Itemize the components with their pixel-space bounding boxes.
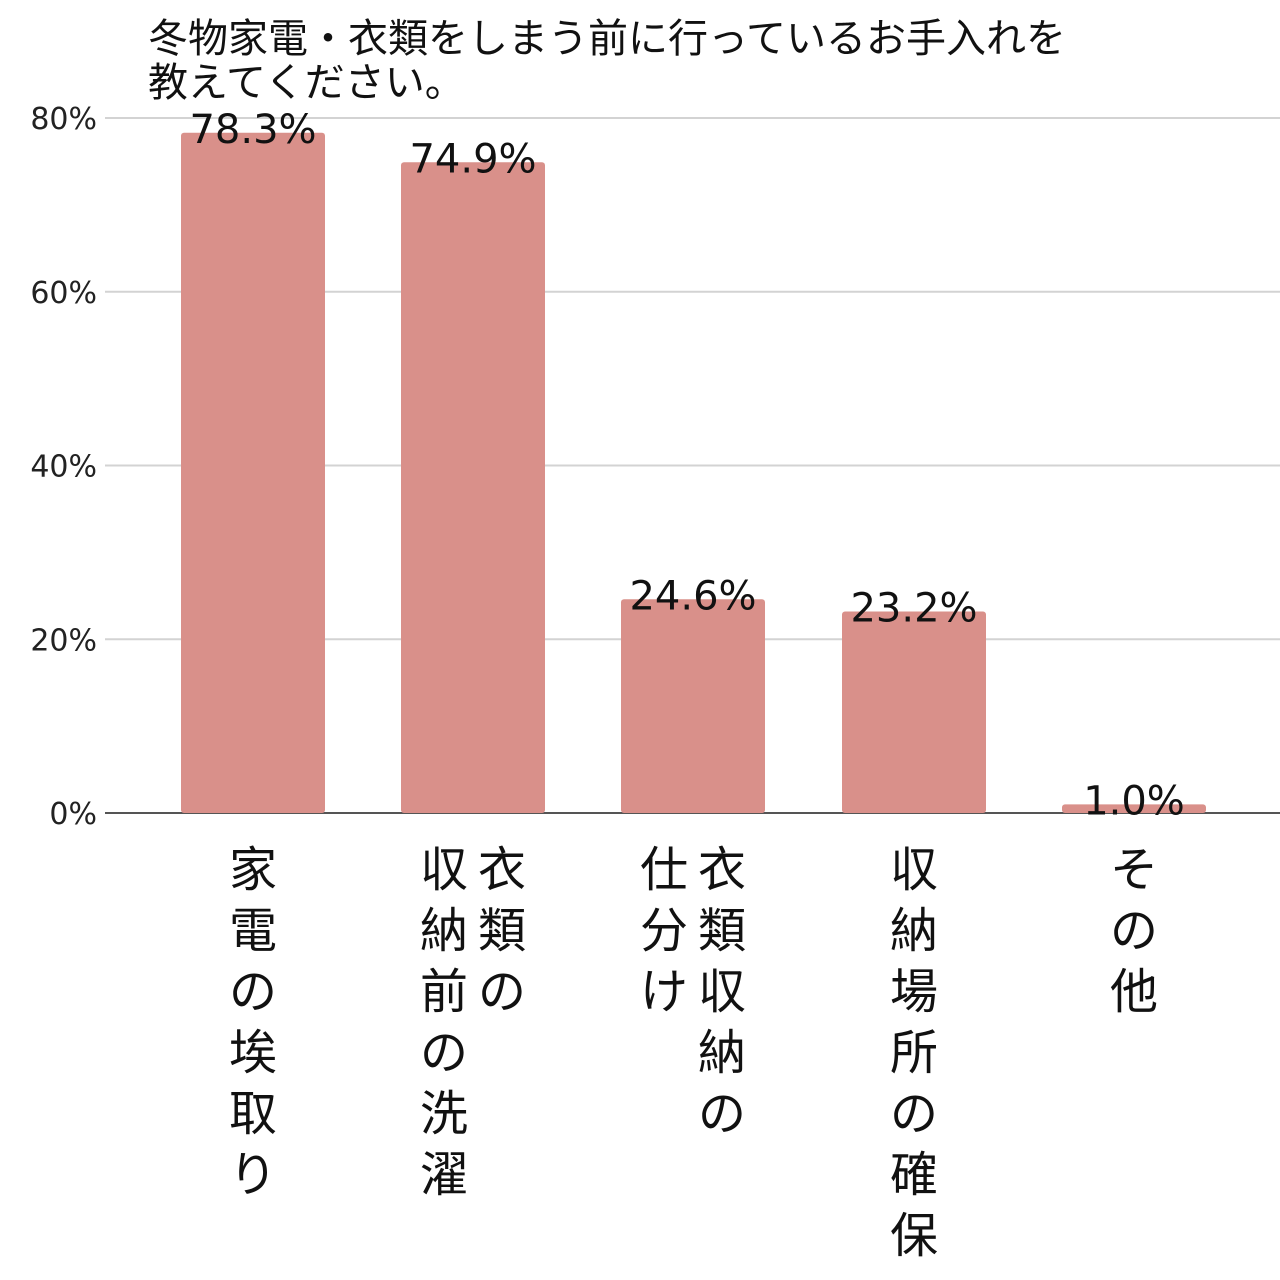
category-label-char: 収 xyxy=(890,842,938,898)
category-label-char: 保 xyxy=(890,1208,938,1264)
data-label: 24.6% xyxy=(629,573,756,619)
y-tick-label: 0% xyxy=(49,797,97,832)
bars xyxy=(181,132,1206,814)
category-label-char: 所 xyxy=(890,1025,938,1081)
category-label-char: 取 xyxy=(229,1086,277,1142)
bar xyxy=(1062,804,1206,813)
y-tick-label: 40% xyxy=(30,450,97,485)
category-label-char: 収 xyxy=(698,964,746,1020)
category-label-char: そ xyxy=(1110,842,1158,898)
category-label-char: の xyxy=(1110,903,1158,959)
category-label-char: 類 xyxy=(698,903,746,959)
bar xyxy=(621,599,765,813)
category-label-char: 埃 xyxy=(229,1025,277,1081)
y-tick-label: 20% xyxy=(30,623,97,658)
category-label-char: 納 xyxy=(698,1025,746,1081)
data-label: 74.9% xyxy=(409,136,536,182)
category-label-char: の xyxy=(698,1086,746,1142)
category-label-char: 洗 xyxy=(420,1086,468,1142)
category-label-char: 濯 xyxy=(420,1147,468,1203)
category-label-char: の xyxy=(229,964,277,1020)
category-label-char: 電 xyxy=(229,903,277,959)
category-label-char: 仕 xyxy=(640,842,688,898)
category-label-char: の xyxy=(478,964,526,1020)
bar xyxy=(401,162,545,813)
category-label-char: 納 xyxy=(420,903,468,959)
bar xyxy=(181,132,325,814)
category-label-char: り xyxy=(229,1147,277,1203)
category-label-char: 前 xyxy=(420,964,468,1020)
y-tick-label: 80% xyxy=(30,102,97,137)
y-axis: 0% 20% 40% 60% 80% xyxy=(30,102,97,832)
category-label-char: 家 xyxy=(229,842,277,898)
data-label: 78.3% xyxy=(189,107,316,153)
chart-title-line: 教えてください。 xyxy=(148,60,465,106)
category-label-char: 分 xyxy=(640,903,688,959)
category-label-char: 類 xyxy=(478,903,526,959)
category-label-char: け xyxy=(640,964,688,1020)
bar xyxy=(842,611,986,813)
category-label-char: 確 xyxy=(890,1147,938,1203)
category-label-char: 収 xyxy=(420,842,468,898)
y-tick-label: 60% xyxy=(30,276,97,311)
data-label: 23.2% xyxy=(850,585,977,631)
category-label-char: 納 xyxy=(890,903,938,959)
category-label-char: の xyxy=(890,1086,938,1142)
category-label-char: 他 xyxy=(1110,964,1158,1020)
category-label-char: 衣 xyxy=(698,842,746,898)
chart-title-line: 冬物家電・衣類をしまう前に行っているお手入れを xyxy=(148,16,1066,62)
category-label-char: 場 xyxy=(890,964,938,1020)
data-label: 1.0% xyxy=(1083,778,1185,824)
category-label-char: 衣 xyxy=(478,842,526,898)
data-labels: 78.3% 74.9% 24.6% 23.2% 1.0% xyxy=(189,107,1184,825)
category-label-char: の xyxy=(420,1025,468,1081)
